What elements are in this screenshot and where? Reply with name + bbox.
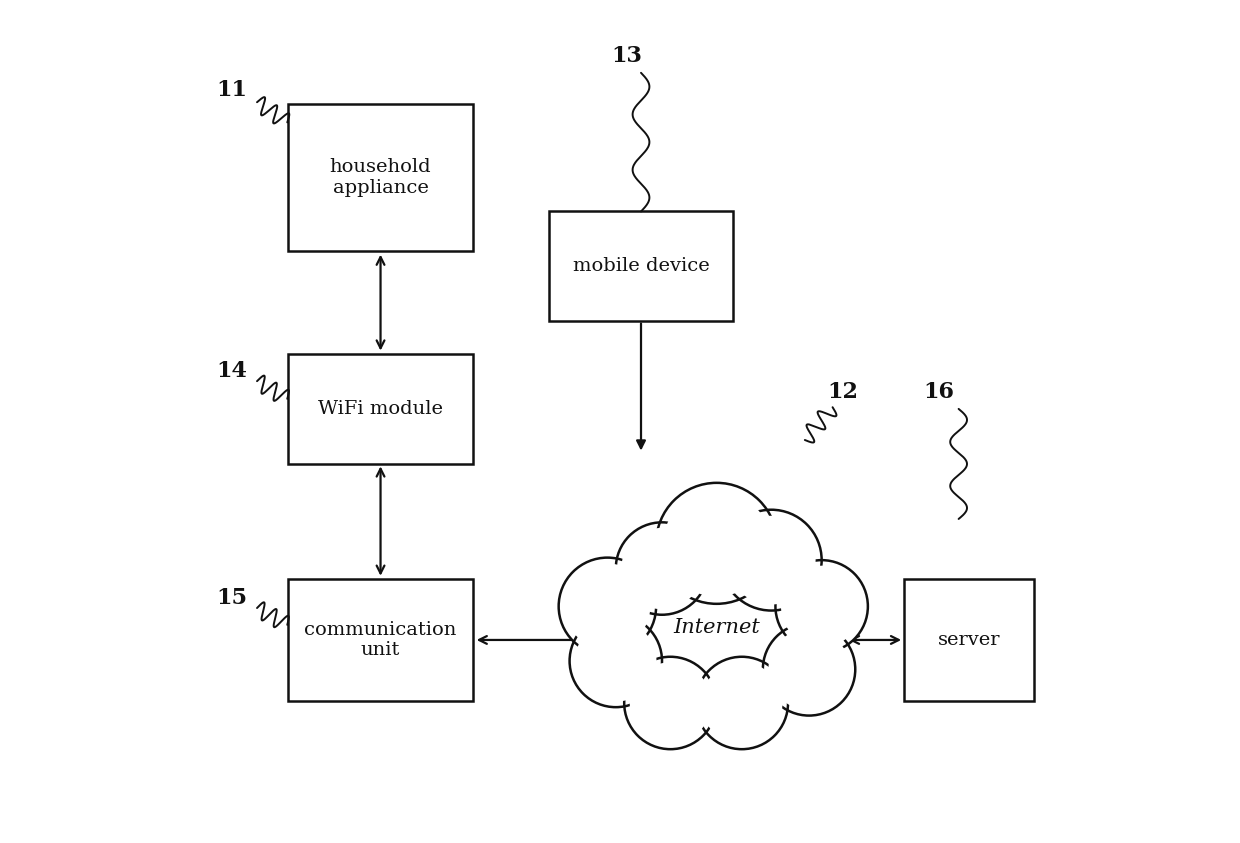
Circle shape xyxy=(616,523,708,615)
Circle shape xyxy=(656,483,777,604)
Text: mobile device: mobile device xyxy=(573,257,709,275)
Text: 11: 11 xyxy=(216,78,247,100)
Circle shape xyxy=(696,657,789,749)
FancyBboxPatch shape xyxy=(904,579,1034,701)
Text: communication
unit: communication unit xyxy=(304,620,456,659)
FancyBboxPatch shape xyxy=(288,354,472,464)
Circle shape xyxy=(720,510,822,610)
FancyBboxPatch shape xyxy=(288,579,472,701)
FancyBboxPatch shape xyxy=(548,212,733,320)
Circle shape xyxy=(663,490,770,597)
Circle shape xyxy=(569,615,662,707)
Circle shape xyxy=(630,663,711,744)
Text: 16: 16 xyxy=(924,381,955,403)
Text: WiFi module: WiFi module xyxy=(317,400,443,418)
Circle shape xyxy=(621,528,703,609)
Circle shape xyxy=(564,563,650,649)
Circle shape xyxy=(559,557,656,655)
Text: 15: 15 xyxy=(216,587,247,609)
FancyBboxPatch shape xyxy=(288,105,472,251)
Text: 13: 13 xyxy=(611,45,642,67)
Circle shape xyxy=(624,657,717,749)
Text: server: server xyxy=(937,631,999,649)
Circle shape xyxy=(575,620,656,701)
Text: household
appliance: household appliance xyxy=(330,158,432,197)
Circle shape xyxy=(763,623,856,716)
Circle shape xyxy=(781,566,862,647)
Circle shape xyxy=(727,516,816,604)
Text: 12: 12 xyxy=(827,381,858,403)
Text: 14: 14 xyxy=(216,360,247,382)
Circle shape xyxy=(769,629,849,710)
Text: Internet: Internet xyxy=(673,618,760,636)
Circle shape xyxy=(701,663,782,744)
Circle shape xyxy=(775,560,868,652)
